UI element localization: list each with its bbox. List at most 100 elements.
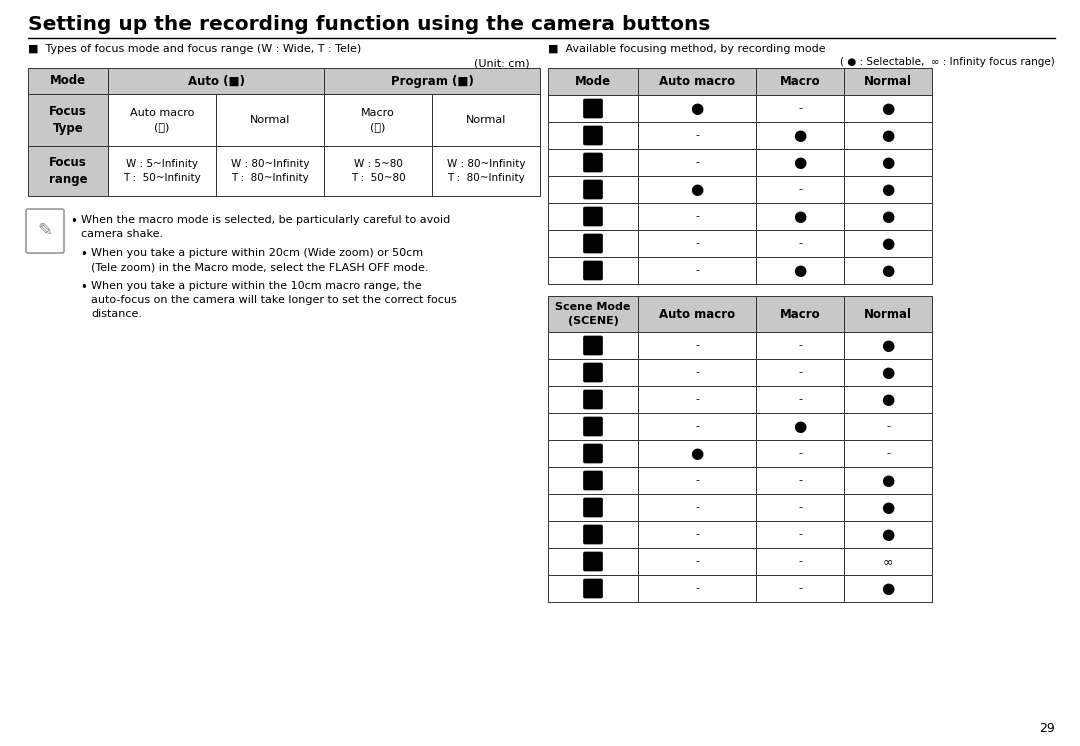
FancyBboxPatch shape (583, 552, 603, 571)
Text: •: • (70, 215, 77, 228)
Text: -: - (696, 340, 699, 351)
Bar (638, 386, 756, 413)
Bar (756, 413, 843, 440)
Text: W : 5~Infinity
T :  50~Infinity: W : 5~Infinity T : 50~Infinity (123, 160, 201, 183)
FancyBboxPatch shape (583, 126, 603, 145)
Bar (638, 230, 756, 257)
Text: Auto macro: Auto macro (659, 75, 735, 88)
Text: -: - (798, 503, 802, 513)
Bar (548, 440, 638, 467)
Text: ●: ● (690, 182, 704, 197)
Bar (548, 122, 638, 149)
Bar (756, 548, 843, 575)
Text: -: - (798, 340, 802, 351)
Bar (638, 149, 756, 176)
Bar (843, 467, 932, 494)
Bar (548, 386, 638, 413)
Bar (638, 359, 756, 386)
Text: -: - (886, 448, 890, 459)
Bar (548, 467, 638, 494)
FancyBboxPatch shape (583, 180, 603, 199)
Bar (548, 575, 638, 602)
Bar (756, 176, 843, 203)
Text: ●: ● (690, 446, 704, 461)
Bar (548, 68, 638, 95)
Bar (638, 332, 756, 359)
Text: ■  Types of focus mode and focus range (W : Wide, T : Tele): ■ Types of focus mode and focus range (W… (28, 44, 361, 54)
FancyBboxPatch shape (583, 525, 603, 544)
Text: Mode: Mode (575, 75, 611, 88)
Bar (638, 548, 756, 575)
Text: Auto macro
(Ⓜ): Auto macro (Ⓜ) (130, 108, 194, 131)
Text: Normal: Normal (465, 115, 507, 125)
Text: -: - (696, 421, 699, 431)
Bar (324, 94, 432, 146)
Bar (756, 359, 843, 386)
Bar (756, 386, 843, 413)
Text: ∞: ∞ (882, 555, 893, 568)
FancyBboxPatch shape (583, 390, 603, 409)
FancyBboxPatch shape (583, 99, 603, 118)
Text: -: - (798, 583, 802, 594)
Bar (548, 257, 638, 284)
Text: ●: ● (794, 155, 807, 170)
Bar (756, 332, 843, 359)
Text: -: - (886, 421, 890, 431)
Bar (756, 203, 843, 230)
Bar (843, 68, 932, 95)
Bar (843, 548, 932, 575)
Bar (843, 149, 932, 176)
FancyBboxPatch shape (583, 336, 603, 355)
Bar (638, 122, 756, 149)
Text: -: - (798, 475, 802, 486)
Text: -: - (798, 557, 802, 566)
Text: ●: ● (881, 338, 894, 353)
Text: ●: ● (794, 128, 807, 143)
Text: Macro
(Ⓜ): Macro (Ⓜ) (361, 108, 395, 131)
Bar (548, 332, 638, 359)
Text: ●: ● (881, 365, 894, 380)
Text: -: - (798, 530, 802, 539)
FancyBboxPatch shape (583, 234, 603, 253)
Bar (548, 176, 638, 203)
FancyBboxPatch shape (583, 261, 603, 280)
Bar (843, 386, 932, 413)
Bar (756, 494, 843, 521)
Text: -: - (798, 448, 802, 459)
Text: (Unit: cm): (Unit: cm) (474, 58, 530, 68)
Bar (638, 494, 756, 521)
Bar (548, 521, 638, 548)
Text: Normal: Normal (864, 307, 912, 321)
Bar (843, 332, 932, 359)
Bar (638, 467, 756, 494)
FancyBboxPatch shape (583, 417, 603, 436)
Bar (28, 68, 108, 94)
Text: W : 80~Infinity
T :  80~Infinity: W : 80~Infinity T : 80~Infinity (447, 160, 525, 183)
Bar (108, 94, 216, 146)
Text: Scene Mode
(SCENE): Scene Mode (SCENE) (555, 302, 631, 325)
Bar (638, 296, 756, 332)
Text: -: - (798, 104, 802, 113)
Text: Auto macro: Auto macro (659, 307, 735, 321)
Text: -: - (696, 368, 699, 377)
Bar (216, 94, 324, 146)
Bar (756, 575, 843, 602)
Text: ●: ● (794, 209, 807, 224)
Text: -: - (696, 239, 699, 248)
Text: Macro: Macro (780, 307, 821, 321)
Text: ●: ● (881, 236, 894, 251)
Bar (548, 413, 638, 440)
Text: W : 5~80
T :  50~80: W : 5~80 T : 50~80 (351, 160, 405, 183)
Bar (843, 575, 932, 602)
Text: -: - (696, 503, 699, 513)
Bar (756, 257, 843, 284)
FancyBboxPatch shape (583, 207, 603, 226)
Bar (638, 257, 756, 284)
Bar (843, 257, 932, 284)
Text: W : 80~Infinity
T :  80~Infinity: W : 80~Infinity T : 80~Infinity (231, 160, 309, 183)
FancyBboxPatch shape (583, 471, 603, 490)
Bar (756, 467, 843, 494)
Bar (756, 95, 843, 122)
Text: -: - (696, 212, 699, 222)
Text: ●: ● (881, 182, 894, 197)
